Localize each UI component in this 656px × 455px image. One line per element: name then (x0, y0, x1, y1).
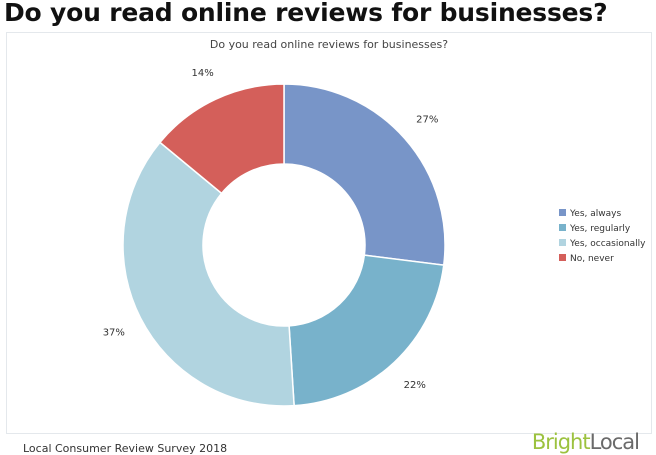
source-caption: Local Consumer Review Survey 2018 (23, 442, 228, 455)
slice-value-label: 27% (416, 115, 438, 126)
logo-part-bright: Bright (531, 430, 591, 454)
brightlocal-logo: BrightLocal (531, 430, 640, 454)
legend-item-label[interactable]: Yes, always (569, 209, 621, 219)
page-heading: Do you read online reviews for businesse… (4, 0, 608, 27)
donut-slice-yes-occasionally[interactable] (122, 141, 295, 407)
legend-swatch (559, 254, 566, 261)
legend-swatch (559, 209, 566, 216)
donut-chart: Do you read online reviews for businesse… (103, 38, 646, 407)
legend-item-label[interactable]: No, never (570, 254, 614, 264)
donut-slice-yes-regularly[interactable] (288, 254, 445, 407)
legend-item-label[interactable]: Yes, occasionally (569, 239, 646, 249)
donut-slice-no-never[interactable] (158, 83, 285, 195)
legend-swatch (559, 224, 566, 231)
slice-value-label: 14% (192, 68, 214, 79)
logo-part-local: Local (589, 430, 640, 454)
chart-panel: Do you read online reviews for businesse… (6, 32, 652, 455)
slice-value-label: 22% (404, 380, 426, 391)
legend-swatch (559, 239, 566, 246)
slice-value-label: 37% (103, 328, 125, 339)
legend-item-label[interactable]: Yes, regularly (569, 224, 631, 234)
chart-title: Do you read online reviews for businesse… (210, 38, 448, 51)
donut-slice-yes-always[interactable] (283, 83, 446, 267)
